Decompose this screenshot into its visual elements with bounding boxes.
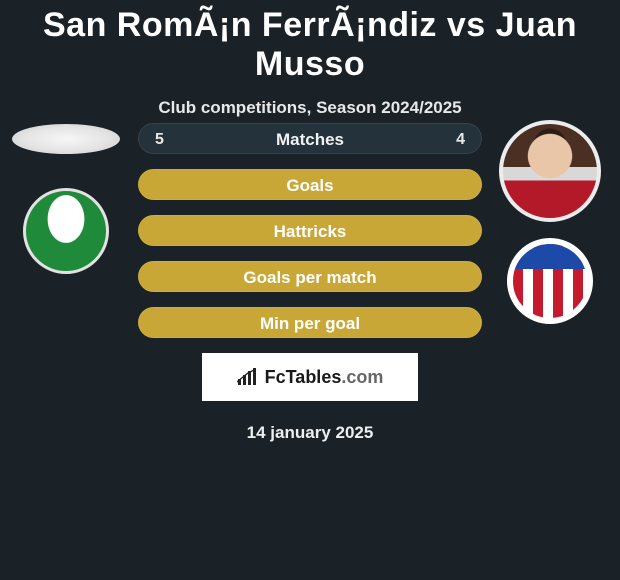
right-player-photo — [499, 120, 601, 222]
goals-per-match-label: Goals per match — [139, 262, 481, 293]
matches-right-value: 4 — [456, 124, 465, 153]
footer-date: 14 january 2025 — [138, 423, 482, 443]
right-player-column — [490, 120, 610, 340]
right-club-crest — [507, 238, 593, 324]
goals-label: Goals — [139, 170, 481, 201]
bar-chart-icon — [237, 368, 259, 386]
comparison-card: San RomÃ¡n FerrÃ¡ndiz vs Juan Musso Club… — [0, 0, 620, 580]
left-player-photo-placeholder — [12, 124, 120, 154]
branding-box: FcTables.com — [202, 353, 418, 401]
brand-name-text: FcTables — [265, 367, 342, 387]
min-per-goal-label: Min per goal — [139, 308, 481, 339]
comparison-bars: 5 Matches 4 Goals Hattricks Goals per ma… — [138, 123, 482, 443]
bar-goals: Goals — [138, 169, 482, 200]
matches-label: Matches — [139, 124, 481, 155]
bar-min-per-goal: Min per goal — [138, 307, 482, 338]
page-title: San RomÃ¡n FerrÃ¡ndiz vs Juan Musso — [0, 0, 620, 84]
bar-hattricks: Hattricks — [138, 215, 482, 246]
left-club-crest — [23, 188, 109, 274]
brand-suffix: .com — [341, 367, 383, 387]
brand-name: FcTables.com — [265, 367, 384, 388]
left-player-column — [6, 120, 126, 290]
hattricks-label: Hattricks — [139, 216, 481, 247]
bar-matches: 5 Matches 4 — [138, 123, 482, 154]
bar-goals-per-match: Goals per match — [138, 261, 482, 292]
page-subtitle: Club competitions, Season 2024/2025 — [0, 98, 620, 118]
